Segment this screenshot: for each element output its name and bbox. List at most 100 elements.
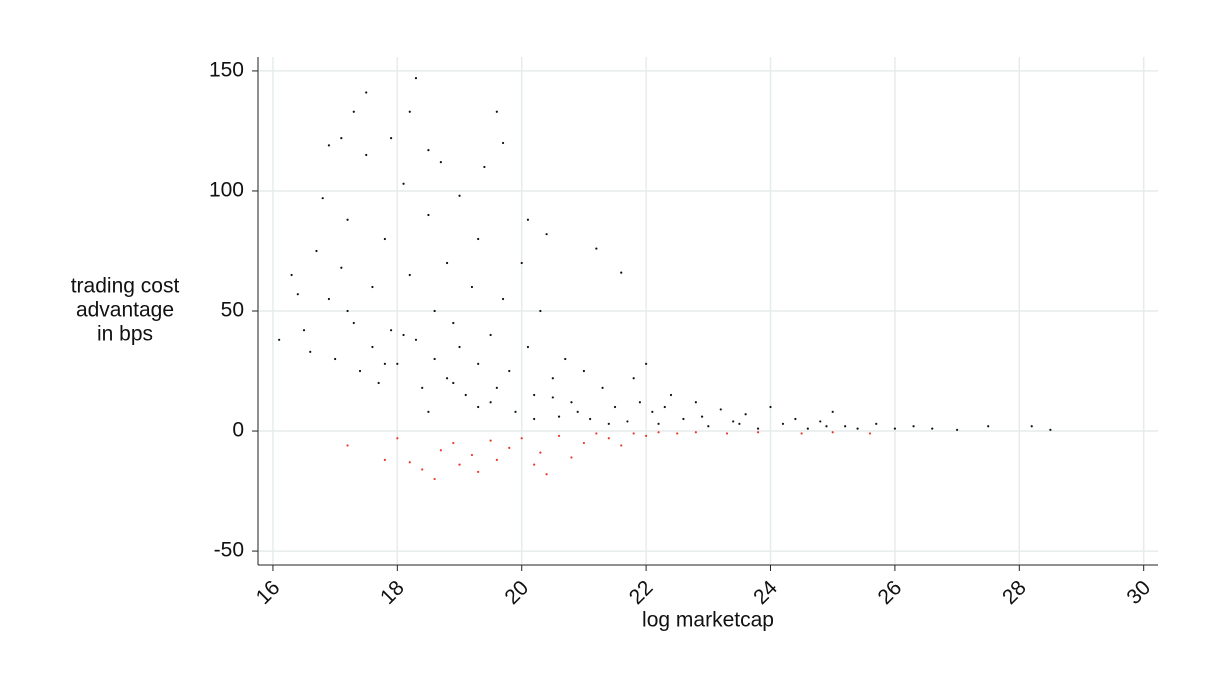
point [707,425,710,428]
y-tick-label: 0 [232,419,244,442]
point [576,410,579,413]
y-tick-label: 150 [209,58,244,81]
point [477,405,480,409]
point [340,266,343,269]
point [327,297,331,301]
point [875,422,878,425]
point [402,333,405,337]
point [589,417,592,421]
point [912,425,915,428]
point [414,77,418,80]
point [868,432,872,435]
point [601,386,604,389]
point [477,362,480,365]
point [663,405,666,409]
point [334,357,337,361]
point [346,309,349,313]
point [533,463,536,466]
point [694,401,697,404]
point [657,431,660,434]
point [806,427,809,430]
x-tick-label: 18 [376,576,409,609]
point [408,110,411,113]
point [408,461,411,464]
point [526,218,530,221]
point [744,413,747,416]
x-tick-label: 24 [749,576,782,609]
point [570,456,573,459]
point [433,309,436,313]
point [414,338,418,341]
point [309,350,312,353]
point [700,415,704,418]
point [719,408,722,411]
point [340,137,343,140]
point [452,381,455,385]
point [396,362,399,365]
point [520,437,523,440]
point [408,273,411,277]
point [489,439,492,442]
point [607,422,610,425]
point [433,477,436,481]
point [564,357,567,361]
point [477,470,480,473]
x-tick-label: 22 [625,576,658,609]
point [489,401,492,404]
point [296,293,299,296]
point [452,321,455,325]
point [495,458,498,461]
point [669,393,673,397]
point [620,444,623,447]
point [495,110,498,113]
point [470,453,474,457]
point [458,194,461,197]
point [613,405,617,409]
point [831,431,834,434]
point [533,393,536,397]
point [756,427,760,430]
point [987,425,990,428]
point [327,144,331,147]
point [365,91,368,94]
point [452,441,455,445]
point [458,463,461,466]
point [657,422,660,425]
point [738,422,741,425]
point [402,182,405,185]
point [427,410,430,413]
point [551,377,554,380]
point [893,427,897,430]
point [545,473,548,476]
point [315,249,318,253]
point [645,362,648,365]
point [570,401,573,404]
point [632,432,635,435]
point [371,285,374,289]
point [676,432,679,435]
point [508,446,511,449]
point [290,273,293,277]
point [427,149,430,152]
point [520,261,523,265]
x-axis-title: log marketcap [642,609,774,632]
point [819,420,822,423]
point [346,218,349,221]
point [352,110,355,113]
point [831,410,834,413]
y-axis-title: in bps [97,323,153,346]
point [557,434,561,437]
point [539,451,542,454]
point [725,432,729,435]
point [756,431,760,434]
point [1049,428,1052,431]
point [483,165,486,169]
point [856,427,859,430]
point [931,427,934,430]
y-tick-label: -50 [214,539,244,562]
point [825,425,828,428]
point [645,434,648,437]
point [477,237,480,241]
point [439,449,442,452]
